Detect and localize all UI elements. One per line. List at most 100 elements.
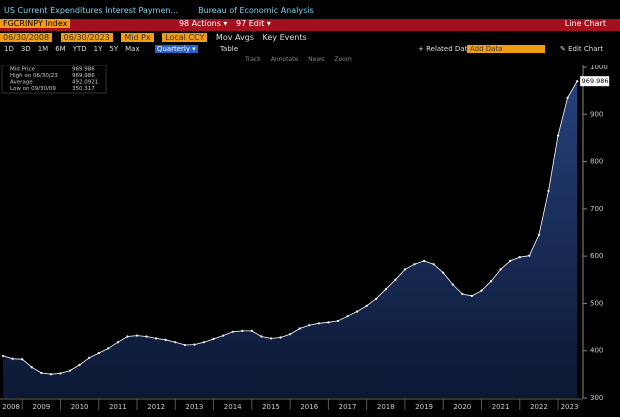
x-tick-label: 2023 — [561, 403, 579, 411]
point — [174, 341, 177, 344]
point — [413, 263, 416, 266]
y-tick-label: 900 — [590, 110, 603, 118]
point — [298, 327, 301, 330]
point — [470, 294, 474, 297]
x-tick-label: 2016 — [300, 403, 318, 411]
y-tick-label: 800 — [590, 158, 603, 166]
table[interactable]: Table — [219, 45, 239, 53]
legend-name: High on 06/30/23 — [10, 73, 58, 79]
legend-value: 492.0921 — [72, 80, 98, 86]
point — [135, 334, 139, 337]
point — [308, 324, 311, 327]
point — [279, 336, 282, 339]
point — [241, 329, 244, 332]
point — [68, 369, 72, 372]
point — [59, 372, 62, 375]
title: US Current Expenditures Interest Paymen.… — [4, 6, 179, 15]
edit-chart[interactable]: ✎ Edit Chart — [560, 45, 604, 53]
source: Bureau of Economic Analysis — [198, 6, 314, 15]
range-button[interactable]: 1D — [4, 45, 14, 53]
point — [260, 335, 263, 338]
title-bar: US Current Expenditures Interest Paymen.… — [0, 6, 620, 18]
point — [164, 338, 167, 341]
point — [499, 268, 502, 271]
point — [88, 356, 91, 359]
point — [202, 341, 206, 344]
settings-bar: 06/30/2008 06/30/2023 Mid Px Local CCY M… — [0, 33, 620, 44]
point — [480, 289, 483, 292]
point — [317, 322, 320, 325]
end-date[interactable]: 06/30/2023 — [60, 33, 113, 42]
range-button[interactable]: 1M — [37, 45, 49, 53]
y-tick-label: 400 — [590, 347, 603, 355]
x-tick-label: 2017 — [339, 403, 357, 411]
currency[interactable]: Local CCY — [162, 33, 208, 42]
point — [509, 259, 512, 262]
period[interactable]: Quarterly ▾ — [154, 45, 198, 53]
x-tick-label: 2010 — [71, 403, 89, 411]
tool-button[interactable]: Annotate — [270, 56, 299, 63]
point — [250, 329, 253, 332]
point — [547, 189, 550, 192]
related[interactable]: + Related Dat — [418, 45, 468, 53]
legend-value: 969.986 — [72, 73, 95, 79]
tool-bar: Track Annotate News Zoom — [0, 56, 620, 65]
point — [394, 278, 397, 281]
legend-box — [1, 65, 107, 94]
point — [183, 343, 186, 347]
range-button[interactable]: 1Y — [93, 45, 103, 53]
x-tick-label: 2020 — [453, 403, 471, 411]
last-label: 969.986 — [582, 77, 609, 85]
point — [11, 357, 14, 360]
x-tick-label: 2022 — [530, 403, 548, 411]
point — [518, 255, 521, 259]
ticker[interactable]: FGCRINPY Index — [0, 19, 71, 28]
point — [126, 335, 129, 338]
point — [145, 335, 148, 338]
legend-value: 350.317 — [72, 86, 95, 92]
point — [566, 96, 569, 99]
point — [528, 254, 531, 257]
range-button[interactable]: YTD — [72, 45, 87, 53]
point — [489, 280, 493, 283]
key-events[interactable]: Key Events — [262, 33, 307, 42]
add-data[interactable]: Add Data — [467, 45, 545, 53]
point — [40, 371, 43, 375]
x-tick-label: 2019 — [415, 403, 433, 411]
point — [289, 333, 292, 336]
point — [269, 337, 273, 340]
start-date[interactable]: 06/30/2008 — [0, 33, 53, 42]
mov-avgs[interactable]: Mov Avgs — [215, 33, 254, 42]
point — [231, 330, 234, 333]
tool-button[interactable]: News — [308, 56, 325, 63]
legend-name: Average — [10, 80, 33, 86]
y-tick-label: 1000 — [590, 65, 608, 71]
range-button[interactable]: 3D — [20, 45, 31, 53]
point — [212, 337, 215, 340]
range-button[interactable]: Max — [125, 45, 140, 53]
edit[interactable]: 97 Edit ▾ — [236, 19, 271, 28]
range-button[interactable]: 5Y — [109, 45, 119, 53]
point — [422, 259, 426, 262]
point — [403, 268, 407, 271]
point — [336, 319, 340, 323]
x-tick-label: 2015 — [262, 403, 280, 411]
x-tick-label: 2011 — [109, 403, 127, 411]
area — [3, 81, 578, 398]
tool-button[interactable]: Zoom — [334, 56, 352, 63]
point — [97, 351, 100, 355]
field[interactable]: Mid Px — [121, 33, 154, 42]
last-label-box — [580, 76, 610, 87]
x-tick-label: 2008 — [2, 403, 20, 411]
chart: 300 400 500 600 700 800 900 1000 2008 2009 2010 201… — [0, 65, 610, 411]
point — [155, 337, 158, 340]
y-tick-label: 600 — [590, 252, 603, 260]
range-button[interactable]: 6M — [55, 45, 66, 53]
x-tick-label: 2012 — [147, 403, 165, 411]
point — [442, 271, 445, 274]
tool-button[interactable]: Track — [245, 56, 261, 63]
point — [451, 283, 454, 286]
actions[interactable]: 98 Actions ▾ — [178, 19, 228, 28]
legend-name: Mid Price — [10, 67, 36, 73]
